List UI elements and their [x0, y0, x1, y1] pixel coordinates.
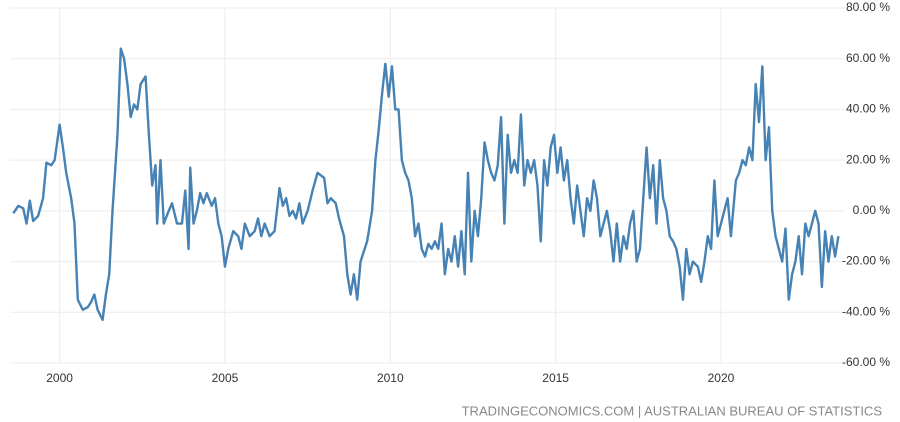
y-tick-label: -60.00 %: [842, 355, 890, 369]
y-tick-label: -20.00 %: [842, 254, 890, 268]
series-line: [12, 47, 840, 322]
x-tick-label: 2000: [46, 371, 73, 385]
y-tick-label: 20.00 %: [846, 152, 890, 166]
x-tick-label: 2015: [542, 371, 569, 385]
y-tick-label: 60.00 %: [846, 51, 890, 65]
x-tick-label: 2005: [212, 371, 239, 385]
y-tick-label: 0.00 %: [853, 203, 891, 217]
source-note: TRADINGECONOMICS.COM | AUSTRALIAN BUREAU…: [462, 403, 883, 418]
y-tick-label: 40.00 %: [846, 102, 890, 116]
x-tick-label: 2020: [708, 371, 735, 385]
x-tick-label: 2010: [377, 371, 404, 385]
y-tick-label: -40.00 %: [842, 304, 890, 318]
y-tick-label: 80.00 %: [846, 0, 890, 14]
